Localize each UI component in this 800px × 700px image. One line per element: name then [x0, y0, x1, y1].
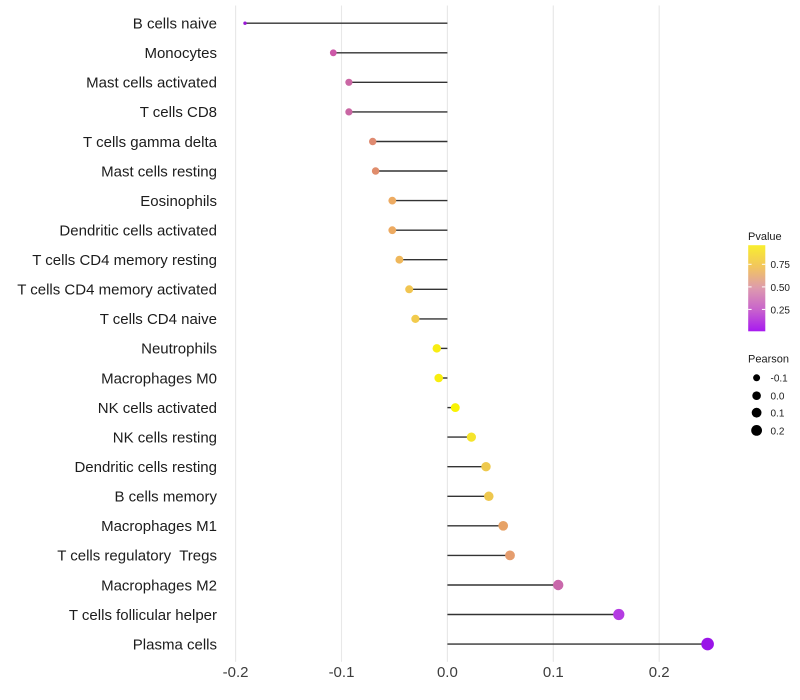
- svg-text:T cells CD8: T cells CD8: [140, 104, 217, 121]
- svg-text:Dendritic cells activated: Dendritic cells activated: [59, 223, 217, 240]
- svg-text:0.0: 0.0: [437, 664, 458, 681]
- svg-text:0.25: 0.25: [771, 305, 791, 316]
- svg-text:Macrophages M2: Macrophages M2: [101, 577, 217, 594]
- svg-text:Plasma cells: Plasma cells: [133, 636, 217, 653]
- svg-text:-0.1: -0.1: [329, 664, 355, 681]
- svg-text:-0.1: -0.1: [771, 374, 789, 385]
- svg-text:Mast cells activated: Mast cells activated: [86, 75, 217, 92]
- svg-text:0.75: 0.75: [771, 260, 791, 271]
- svg-text:Pvalue: Pvalue: [748, 231, 782, 243]
- svg-text:T cells regulatory Tregs: T cells regulatory Tregs: [57, 548, 217, 565]
- svg-text:0.0: 0.0: [771, 392, 785, 403]
- svg-text:T cells CD4 memory activated: T cells CD4 memory activated: [17, 282, 217, 299]
- svg-text:B cells memory: B cells memory: [114, 489, 217, 506]
- svg-text:NK cells activated: NK cells activated: [98, 400, 217, 417]
- svg-text:T cells CD4 memory resting: T cells CD4 memory resting: [32, 252, 217, 269]
- svg-text:T cells follicular helper: T cells follicular helper: [69, 607, 217, 624]
- svg-text:Dendritic cells resting: Dendritic cells resting: [74, 459, 217, 476]
- svg-text:Macrophages M1: Macrophages M1: [101, 518, 217, 535]
- svg-text:0.2: 0.2: [649, 664, 670, 681]
- svg-text:0.1: 0.1: [771, 409, 785, 420]
- svg-text:Monocytes: Monocytes: [144, 45, 217, 62]
- svg-text:0.2: 0.2: [771, 426, 785, 437]
- svg-text:Pearson: Pearson: [748, 354, 789, 366]
- svg-text:Macrophages M0: Macrophages M0: [101, 370, 217, 387]
- svg-text:NK cells resting: NK cells resting: [113, 429, 217, 446]
- svg-text:-0.2: -0.2: [223, 664, 249, 681]
- svg-text:Neutrophils: Neutrophils: [141, 341, 217, 358]
- svg-text:T cells gamma delta: T cells gamma delta: [83, 134, 218, 151]
- svg-text:0.50: 0.50: [771, 283, 791, 294]
- svg-text:T cells CD4 naive: T cells CD4 naive: [100, 311, 217, 328]
- svg-text:Eosinophils: Eosinophils: [140, 193, 217, 210]
- svg-text:B cells naive: B cells naive: [133, 16, 217, 33]
- svg-text:0.1: 0.1: [543, 664, 564, 681]
- svg-text:Mast cells resting: Mast cells resting: [101, 163, 217, 180]
